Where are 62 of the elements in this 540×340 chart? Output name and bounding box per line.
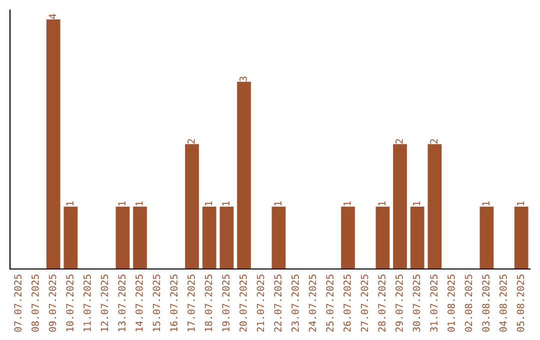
data-label: 1: [344, 201, 351, 206]
bar: [133, 206, 147, 269]
x-tick-label: 17.07.2025: [187, 274, 195, 332]
x-tick-label: 07.07.2025: [14, 274, 22, 332]
x-tick-label: 22.07.2025: [274, 274, 282, 332]
data-label: 1: [136, 201, 143, 206]
x-tick-label: 08.07.2025: [31, 274, 39, 332]
x-tick-label: 10.07.2025: [66, 274, 74, 332]
x-tick-label: 12.07.2025: [100, 274, 108, 332]
data-label: 1: [378, 201, 386, 206]
x-tick-label: 15.07.2025: [152, 274, 160, 332]
bar: [272, 206, 286, 269]
data-label: 1: [274, 201, 282, 206]
data-label: 1: [412, 201, 420, 206]
data-label: 1: [222, 201, 230, 206]
x-tick-label: 26.07.2025: [343, 274, 351, 332]
x-tick-label: 09.07.2025: [48, 274, 56, 332]
bar: [410, 206, 424, 269]
data-label: 2: [430, 139, 438, 144]
bar: [237, 82, 251, 269]
x-tick-label: 28.07.2025: [378, 274, 386, 332]
bar: [202, 206, 216, 269]
bar: [220, 206, 234, 269]
bar: [185, 144, 199, 269]
x-tick-label: 25.07.2025: [326, 274, 334, 332]
x-tick-label: 01.08.2025: [447, 274, 455, 332]
bar: [341, 206, 355, 269]
x-tick-label: 18.07.2025: [204, 274, 212, 332]
data-label: 4: [48, 14, 56, 19]
bar: [480, 206, 494, 269]
data-label: 3: [239, 76, 247, 82]
x-tick-label: 11.07.2025: [83, 274, 91, 332]
bar: [376, 206, 390, 269]
data-label: 1: [66, 201, 74, 206]
x-tick-label: 14.07.2025: [135, 274, 143, 332]
x-tick-label: 23.07.2025: [291, 274, 299, 332]
data-label: 1: [516, 201, 524, 206]
x-tick-label: 21.07.2025: [256, 274, 264, 332]
data-label: 1: [118, 201, 126, 206]
bar: [393, 144, 407, 269]
x-tick-label: 20.07.2025: [239, 274, 247, 332]
bar: [116, 206, 130, 269]
x-tick-label: 29.07.2025: [395, 274, 403, 332]
x-tick-label: 16.07.2025: [170, 274, 178, 332]
x-tick-label: 13.07.2025: [118, 274, 126, 332]
x-tick-label: 19.07.2025: [222, 274, 230, 332]
data-label: 1: [204, 201, 212, 206]
bar: [514, 206, 528, 269]
x-tick-label: 27.07.2025: [360, 274, 368, 332]
data-label: 1: [482, 201, 490, 206]
x-tick-label: 24.07.2025: [308, 274, 316, 332]
data-label: 2: [395, 139, 403, 144]
bar: [46, 19, 60, 269]
x-tick-label: 03.08.2025: [482, 274, 490, 332]
bar: [428, 144, 442, 269]
x-tick-label: 31.07.2025: [430, 274, 438, 332]
x-tick-label: 02.08.2025: [464, 274, 472, 332]
x-tick-label: 30.07.2025: [412, 274, 420, 332]
x-tick-label: 05.08.2025: [516, 274, 524, 332]
bar: [64, 206, 78, 269]
data-label: 2: [187, 139, 195, 144]
x-tick-label: 04.08.2025: [499, 274, 507, 332]
